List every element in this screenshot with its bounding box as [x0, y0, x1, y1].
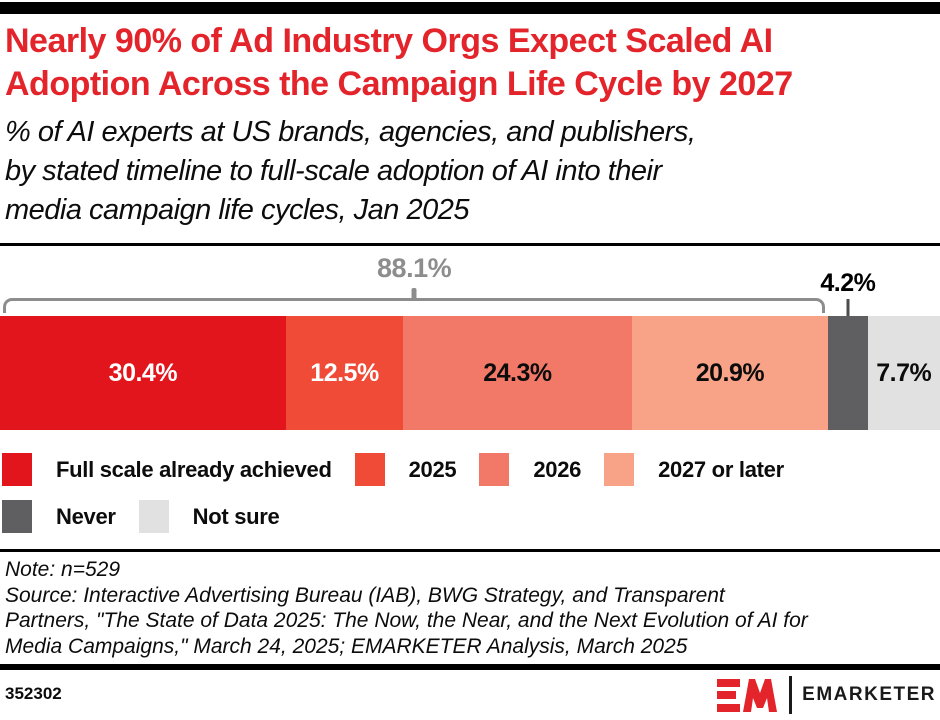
bar-segment-value: 24.3%	[483, 358, 552, 387]
legend-row-1: Full scale already achieved 2025 2026 20…	[2, 453, 938, 486]
bar-segment-never	[828, 316, 868, 430]
legend-label: Never	[56, 503, 116, 529]
legend-swatch-not-sure	[138, 500, 169, 533]
legend-swatch-2026	[479, 453, 510, 486]
stacked-bar-chart: 88.1% 4.2% 30.4% 12.5% 24.3% 20.9% 7.7%	[0, 247, 940, 430]
bar-segment-value: 7.7%	[876, 358, 932, 387]
notes: Note: n=529 Source: Interactive Advertis…	[5, 557, 935, 659]
footer: 352302 EMARKETER	[0, 670, 940, 720]
header: Nearly 90% of Ad Industry Orgs Expect Sc…	[5, 20, 935, 230]
chart-id: 352302	[5, 684, 62, 703]
stacked-bar: 30.4% 12.5% 24.3% 20.9% 7.7%	[0, 316, 940, 430]
chart-subtitle-line-3: media campaign life cycles, Jan 2025	[5, 194, 469, 226]
legend-item-never: Never	[2, 500, 116, 533]
never-callout-label: 4.2%	[820, 269, 876, 297]
chart-title: Nearly 90% of Ad Industry Orgs Expect Sc…	[5, 20, 935, 106]
legend-item-2027-or-later: 2027 or later	[604, 453, 784, 486]
header-divider-line	[0, 243, 940, 246]
monogram-e-icon	[717, 678, 741, 712]
legend-swatch-2027-or-later	[604, 453, 635, 486]
source-line-1: Source: Interactive Advertising Bureau (…	[5, 583, 725, 607]
legend-item-not-sure: Not sure	[138, 500, 280, 533]
legend-swatch-full-scale	[2, 453, 32, 486]
chart-subtitle-line-2: by stated timeline to full-scale adoptio…	[5, 155, 662, 187]
emarketer-logo: EMARKETER	[717, 676, 936, 714]
chart-title-line-2: Adoption Across the Campaign Life Cycle …	[5, 65, 793, 103]
legend-item-full-scale: Full scale already achieved	[2, 453, 332, 486]
legend-label: Full scale already achieved	[56, 456, 332, 482]
legend-swatch-2025	[354, 453, 385, 486]
never-callout-pointer-line	[846, 299, 850, 316]
chart-title-line-1: Nearly 90% of Ad Industry Orgs Expect Sc…	[5, 22, 773, 60]
bar-segment-2027-or-later: 20.9%	[631, 316, 829, 430]
bar-segment-full-scale: 30.4%	[0, 316, 286, 430]
legend-label: Not sure	[192, 503, 280, 529]
source-line-3: Media Campaigns," March 24, 2025; EMARKE…	[5, 634, 688, 658]
footer-divider-bar	[0, 664, 940, 670]
legend-label: 2025	[408, 456, 457, 482]
notes-divider-line	[0, 549, 940, 552]
legend-swatch-never	[2, 500, 32, 533]
legend: Full scale already achieved 2025 2026 20…	[2, 453, 938, 547]
bar-segment-value: 30.4%	[108, 358, 178, 387]
bar-segment-2025: 12.5%	[285, 316, 404, 430]
legend-label: 2026	[533, 456, 582, 482]
brand-name: EMARKETER	[802, 684, 936, 705]
bracket-total-label: 88.1%	[377, 253, 452, 283]
bar-segment-value: 12.5%	[310, 358, 379, 387]
legend-item-2026: 2026	[479, 453, 581, 486]
source-line-2: Partners, "The State of Data 2025: The N…	[5, 609, 808, 632]
bar-segment-2026: 24.3%	[403, 316, 632, 430]
chart-subtitle-line-1: % of AI experts at US brands, agencies, …	[5, 116, 696, 148]
bar-segment-value: 20.9%	[695, 358, 765, 387]
bracket-notch	[411, 288, 417, 301]
top-black-bar	[0, 2, 940, 14]
logo-divider	[789, 676, 793, 714]
monogram-m-icon	[743, 678, 778, 712]
legend-row-2: Never Not sure	[2, 500, 938, 533]
chart-subtitle: % of AI experts at US brands, agencies, …	[5, 113, 935, 230]
note-line: Note: n=529	[5, 558, 121, 581]
emarketer-monogram-icon	[717, 678, 778, 712]
bar-segment-not-sure: 7.7%	[867, 316, 940, 430]
legend-label: 2027 or later	[658, 456, 784, 482]
legend-item-2025: 2025	[354, 453, 457, 486]
